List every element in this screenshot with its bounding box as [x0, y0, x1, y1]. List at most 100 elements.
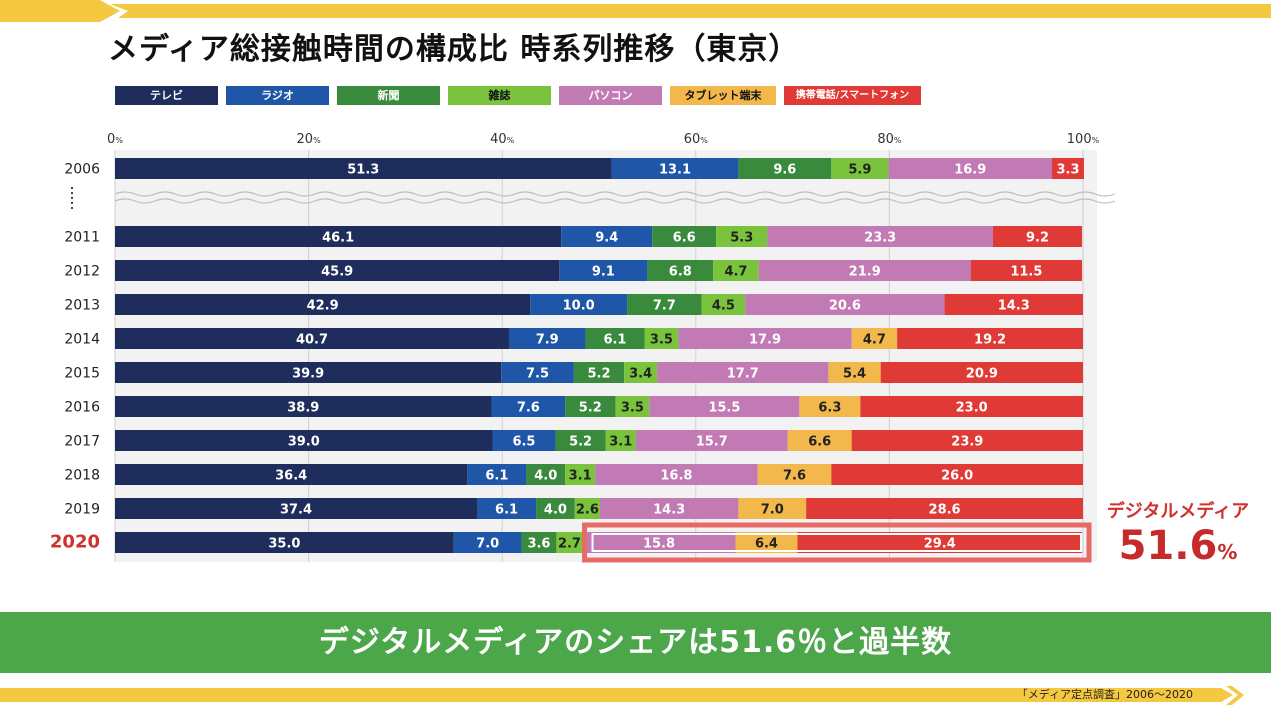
bar-segment: [745, 294, 945, 315]
bar-segment: [582, 532, 736, 553]
y-category-label: 2019: [64, 502, 100, 518]
bar-segment: [831, 158, 889, 179]
highlight-inner-border: [591, 533, 1082, 552]
bar-segment: [757, 464, 832, 485]
legend-item: テレビ: [115, 86, 218, 105]
bar-segment: [647, 260, 714, 281]
bar-segment: [652, 226, 717, 247]
digital-media-value: 51.6%: [1090, 523, 1266, 569]
data-label: 5.2: [587, 367, 610, 382]
data-label: 42.9: [307, 299, 339, 314]
legend-item: 携帯電話/スマートフォン: [784, 86, 921, 105]
data-label: 40.7: [296, 333, 328, 348]
x-tick-label: 60%: [684, 132, 709, 147]
legend-item: 新聞: [337, 86, 440, 105]
axis-break-wave: [114, 198, 1116, 204]
x-tick-label: 100%: [1067, 132, 1100, 147]
data-label: 51.3: [347, 163, 379, 178]
legend-item: タブレット端末: [670, 86, 776, 105]
bar-segment: [1052, 158, 1084, 179]
bar-segment: [536, 498, 575, 519]
data-label: 3.3: [1056, 163, 1079, 178]
data-label: 3.4: [629, 367, 652, 382]
bar-segment: [599, 498, 739, 519]
data-label: 6.3: [818, 401, 841, 416]
data-label: 11.5: [1010, 265, 1042, 280]
bar-segment: [970, 260, 1083, 281]
bar-segment: [860, 396, 1083, 417]
data-label: 5.2: [579, 401, 602, 416]
bar-segment: [115, 430, 493, 451]
data-label: 6.5: [512, 435, 535, 450]
data-label: 23.0: [956, 401, 988, 416]
data-label: 6.1: [485, 469, 508, 484]
y-category-label: 2016: [64, 400, 100, 416]
bar-segment: [530, 294, 628, 315]
bar-segment: [644, 328, 679, 349]
data-label: 4.7: [724, 265, 747, 280]
bar-segment: [992, 226, 1083, 247]
bar-segment: [574, 498, 600, 519]
x-tick-label: 40%: [490, 132, 515, 147]
data-label: 16.8: [660, 469, 692, 484]
data-label: 16.9: [954, 163, 986, 178]
data-label: 3.1: [609, 435, 632, 450]
bar-segment: [565, 396, 616, 417]
data-label: 28.6: [929, 503, 961, 518]
bar-segment: [453, 532, 522, 553]
bar-segment: [897, 328, 1083, 349]
bar-segment: [828, 362, 881, 383]
source-citation: 「メディア定点調査」2006〜2020: [1016, 688, 1193, 701]
bar-segment: [615, 396, 650, 417]
data-label: 14.3: [998, 299, 1030, 314]
data-label: 39.0: [288, 435, 320, 450]
bar-segment: [491, 396, 566, 417]
data-label: 5.4: [843, 367, 866, 382]
bar-segment: [944, 294, 1083, 315]
digital-media-unit: %: [1217, 540, 1238, 564]
data-label: 9.2: [1026, 231, 1049, 246]
bar-segment: [605, 430, 636, 451]
y-category-label: 2013: [64, 298, 100, 314]
data-label: 17.9: [749, 333, 781, 348]
bar-segment: [115, 260, 560, 281]
bar-segment: [799, 396, 861, 417]
bar-segment: [624, 362, 658, 383]
data-label: 2.7: [558, 537, 581, 552]
ellipsis-dot: [70, 201, 74, 205]
bar-segment: [831, 464, 1083, 485]
page-title: メディア総接触時間の構成比 時系列推移（東京）: [108, 32, 800, 67]
x-tick-label: 20%: [297, 132, 322, 147]
legend-item: パソコン: [559, 86, 662, 105]
y-category-label: 2020: [50, 532, 100, 553]
data-label: 7.9: [536, 333, 559, 348]
data-label: 3.6: [527, 537, 550, 552]
bar-segment: [611, 158, 739, 179]
data-label: 6.8: [669, 265, 692, 280]
highlight-box: [582, 522, 1092, 563]
data-label: 9.1: [592, 265, 615, 280]
ellipsis-dot: [70, 191, 74, 195]
data-label: 7.6: [783, 469, 806, 484]
bar-segment: [627, 294, 702, 315]
data-label: 26.0: [941, 469, 973, 484]
bar-segment: [758, 260, 971, 281]
bar-segment: [115, 532, 454, 553]
data-label: 4.5: [712, 299, 735, 314]
legend-item: 雑誌: [448, 86, 551, 105]
data-label: 7.0: [476, 537, 499, 552]
data-label: 7.5: [526, 367, 549, 382]
bar-segment: [851, 328, 898, 349]
bar-segment: [678, 328, 852, 349]
x-tick-label: 0%: [107, 132, 123, 147]
bar-segment: [738, 158, 832, 179]
bar-segment: [735, 532, 798, 553]
ellipsis-dot: [70, 186, 74, 190]
bar-segment: [556, 532, 583, 553]
data-label: 6.1: [603, 333, 626, 348]
bar-segment: [115, 158, 612, 179]
data-label: 38.9: [287, 401, 319, 416]
data-label: 3.1: [569, 469, 592, 484]
data-label: 14.3: [653, 503, 685, 518]
bar-segment: [526, 464, 566, 485]
